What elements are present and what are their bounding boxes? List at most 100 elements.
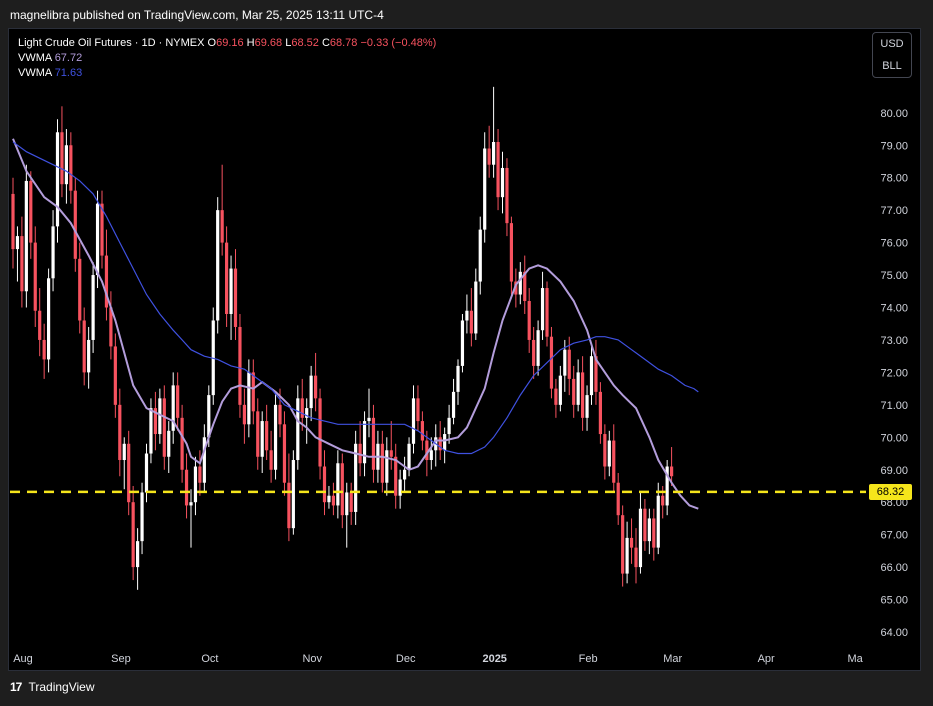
candle-body bbox=[100, 203, 104, 256]
candle-body bbox=[581, 372, 585, 418]
candle-body bbox=[33, 242, 37, 311]
candle-body bbox=[238, 326, 242, 405]
candle-body bbox=[385, 450, 389, 483]
low-value: 68.52 bbox=[291, 37, 319, 49]
close-value: 68.78 bbox=[329, 37, 358, 49]
candle-body bbox=[38, 310, 42, 340]
candle-body bbox=[122, 443, 126, 461]
chart-legend: Light Crude Oil Futures · 1D · NYMEX O 69… bbox=[18, 36, 436, 81]
y-tick-label: 67.00 bbox=[880, 530, 908, 542]
candle-body bbox=[469, 310, 473, 334]
x-tick-label: Ma bbox=[848, 653, 864, 665]
y-tick-label: 72.00 bbox=[880, 367, 908, 379]
currency-unit-button[interactable]: USD BLL bbox=[872, 32, 912, 78]
symbol-title[interactable]: Light Crude Oil Futures · 1D · NYMEX bbox=[18, 37, 205, 49]
x-tick-label: Dec bbox=[396, 653, 416, 665]
candle-body bbox=[451, 391, 456, 418]
high-value: 69.68 bbox=[254, 37, 283, 49]
candle-body bbox=[380, 443, 384, 483]
change-value: −0.33 (−0.48%) bbox=[360, 37, 437, 49]
candle-body bbox=[340, 463, 344, 516]
candle-body bbox=[523, 271, 527, 302]
candle-body bbox=[474, 281, 478, 334]
x-tick-label: Mar bbox=[663, 653, 682, 665]
y-tick-label: 78.00 bbox=[880, 173, 908, 185]
candle-body bbox=[527, 301, 531, 340]
y-tick-label: 66.00 bbox=[880, 562, 908, 574]
chart-pane[interactable] bbox=[8, 28, 921, 671]
high-label: H bbox=[246, 37, 255, 49]
y-tick-label: 77.00 bbox=[880, 205, 908, 217]
candle-body bbox=[47, 278, 51, 360]
candle-body bbox=[216, 210, 220, 321]
candle-body bbox=[64, 145, 68, 185]
candle-body bbox=[532, 339, 536, 366]
candle-body bbox=[652, 518, 656, 548]
candle-body bbox=[282, 424, 287, 483]
candle-body bbox=[661, 495, 665, 506]
candle-body bbox=[327, 495, 331, 503]
candle-body bbox=[29, 180, 33, 243]
candle-body bbox=[291, 460, 295, 529]
top-bar: magnelibra published on TradingView.com,… bbox=[0, 0, 933, 28]
candle-body bbox=[305, 408, 309, 418]
candle-body bbox=[233, 268, 238, 327]
candle-body bbox=[398, 479, 402, 496]
candle-body bbox=[336, 463, 340, 506]
candle-body bbox=[643, 508, 647, 542]
candle-body bbox=[73, 190, 77, 259]
candle-body bbox=[225, 242, 229, 314]
close-label: C bbox=[321, 37, 330, 49]
candle-body bbox=[500, 167, 505, 198]
candle-body bbox=[15, 236, 20, 250]
brand-name: TradingView bbox=[28, 680, 95, 694]
ma-fast-label: VWMA bbox=[18, 52, 52, 64]
y-tick-label: 65.00 bbox=[880, 595, 908, 607]
candle-body bbox=[483, 148, 487, 230]
candle-body bbox=[153, 408, 157, 435]
candle-body bbox=[118, 404, 122, 461]
candle-body bbox=[202, 437, 206, 483]
y-tick-label: 69.00 bbox=[880, 465, 908, 477]
x-tick-label: Oct bbox=[201, 653, 218, 665]
candle-body bbox=[465, 310, 469, 321]
candle-body bbox=[314, 375, 318, 399]
candle-body bbox=[149, 408, 153, 454]
legend-ma-slow-row[interactable]: VWMA 71.63 bbox=[18, 66, 436, 81]
candle-body bbox=[514, 281, 518, 295]
x-tick-label: Apr bbox=[758, 653, 775, 665]
candle-body bbox=[621, 515, 625, 574]
candle-body bbox=[549, 336, 554, 389]
candle-body bbox=[87, 339, 91, 373]
candle-body bbox=[193, 466, 198, 503]
candle-body bbox=[563, 349, 567, 376]
candle-body bbox=[136, 541, 140, 568]
candle-body bbox=[296, 398, 300, 461]
candle-body bbox=[589, 356, 594, 396]
legend-ma-fast-row[interactable]: VWMA 67.72 bbox=[18, 51, 436, 66]
candle-body bbox=[207, 395, 211, 438]
candle-body bbox=[612, 440, 616, 483]
candle-body bbox=[420, 421, 424, 441]
candle-body bbox=[220, 210, 224, 243]
candle-body bbox=[229, 268, 233, 314]
candle-body bbox=[447, 417, 451, 435]
candle-body bbox=[242, 404, 246, 425]
candle-body bbox=[665, 466, 669, 506]
candle-body bbox=[140, 492, 144, 542]
candle-body bbox=[318, 398, 322, 467]
candle-body bbox=[269, 450, 273, 470]
candle-body bbox=[638, 508, 643, 568]
candle-body bbox=[478, 229, 482, 282]
y-tick-label: 70.00 bbox=[880, 432, 908, 444]
candle-body bbox=[82, 320, 86, 373]
ma-slow-value: 71.63 bbox=[54, 67, 83, 79]
currency-label: USD bbox=[880, 38, 904, 50]
open-label: O bbox=[207, 37, 217, 49]
y-tick-label: 64.00 bbox=[880, 627, 908, 639]
candle-body bbox=[403, 469, 407, 480]
candle-body bbox=[576, 372, 580, 405]
candle-body bbox=[345, 492, 349, 516]
candle-body bbox=[558, 375, 562, 405]
